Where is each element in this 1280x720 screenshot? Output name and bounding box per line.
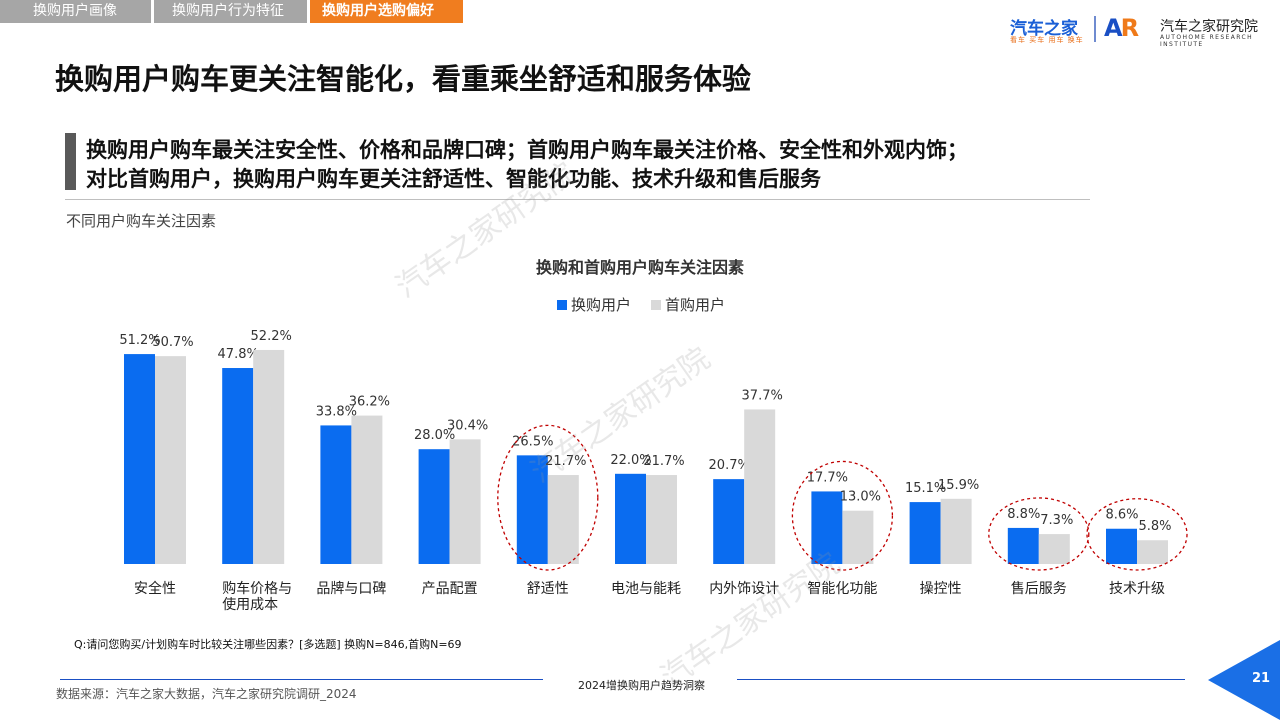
bar: [124, 354, 155, 564]
data-label: 21.7%: [643, 454, 684, 469]
bar: [646, 475, 677, 564]
category-label: 产品配置: [422, 581, 478, 597]
data-label: 36.2%: [349, 395, 390, 410]
data-label: 20.7%: [709, 458, 750, 473]
key-findings: 换购用户购车最关注安全性、价格和品牌口碑；首购用户购车最关注价格、安全性和外观内…: [86, 136, 968, 194]
bar: [320, 425, 352, 564]
tab-user-profile[interactable]: 换购用户画像: [0, 0, 151, 23]
subtitle-accent-bar: [65, 133, 76, 190]
bar: [253, 349, 285, 564]
bar: [516, 455, 548, 564]
data-source: 数据来源：汽车之家大数据，汽车之家研究院调研_2024: [56, 687, 357, 701]
section-label: 不同用户购车关注因素: [66, 212, 217, 230]
category-label: 内外饰设计: [709, 581, 779, 597]
category-label: 技术升级: [1109, 581, 1165, 597]
data-label: 52.2%: [251, 329, 292, 344]
subtitle-divider: [65, 199, 1090, 200]
data-label: 30.4%: [447, 418, 488, 433]
footer-line-right: [737, 679, 1185, 680]
bar: [547, 475, 579, 564]
bar: [842, 510, 874, 564]
legend-swatch: [557, 300, 567, 310]
key-finding-line-2: 对比首购用户，换购用户购车更关注舒适性、智能化功能、技术升级和售后服务: [86, 167, 821, 191]
page-number: 21: [1252, 671, 1271, 686]
bar: [1007, 527, 1039, 564]
data-label: 28.0%: [414, 428, 455, 443]
bar: [449, 439, 481, 564]
highlight-circle: [791, 460, 894, 571]
bar: [1038, 534, 1070, 564]
legend-label: 换购用户: [571, 296, 631, 314]
institute-name: 汽车之家研究院: [1160, 19, 1258, 35]
data-label: 33.8%: [316, 404, 357, 419]
category-label: 舒适性: [527, 581, 569, 597]
data-label: 8.8%: [1007, 507, 1040, 522]
category-label: 安全性: [134, 580, 176, 597]
category-label: 智能化功能: [807, 581, 877, 597]
ar-logo-icon: AR: [1104, 14, 1139, 42]
bar: [1106, 528, 1137, 564]
bar: [1137, 540, 1168, 564]
bar: [615, 473, 646, 564]
autohome-logo-slogan: 看车 买车 用车 换车: [1010, 36, 1084, 44]
highlight-circle: [497, 424, 599, 571]
footer-line-left: [60, 679, 543, 680]
legend-swatch: [651, 300, 661, 310]
data-label: 51.2%: [119, 333, 160, 348]
highlight-circles: [497, 424, 1188, 571]
category-label: 品牌与口碑: [316, 580, 386, 597]
chart-bars: 51.2%50.7% 47.8% 52.2% 33.8%36.2% 28.0%30.4%…: [119, 329, 1172, 564]
tab-behavior-features[interactable]: 换购用户行为特征: [154, 0, 307, 23]
bar: [222, 368, 254, 564]
bar: [713, 479, 745, 564]
data-label: 22.0%: [610, 453, 651, 468]
legend-label: 首购用户: [665, 296, 725, 314]
category-label: 操控性: [920, 581, 962, 597]
bar: [351, 415, 383, 564]
data-label: 13.0%: [840, 490, 881, 505]
data-label: 17.7%: [807, 470, 848, 485]
autohome-logo-text: 汽车之家: [1010, 19, 1078, 39]
chart-title: 换购和首购用户购车关注因素: [536, 258, 744, 277]
tab-purchase-preference[interactable]: 换购用户选购偏好: [310, 0, 463, 23]
section-tabs: 换购用户画像 换购用户行为特征 换购用户选购偏好: [0, 0, 466, 23]
category-label: 售后服务: [1011, 581, 1067, 597]
category-label: 购车价格与: [222, 580, 292, 597]
data-label: 21.7%: [545, 454, 586, 469]
category-label: 电池与能耗: [611, 581, 681, 597]
data-label: 50.7%: [152, 335, 193, 350]
chart-legend: 换购用户 首购用户: [557, 296, 725, 314]
data-label: 47.8%: [218, 347, 259, 362]
bar: [811, 491, 843, 564]
bar: [418, 449, 450, 564]
institute-english-name: AUTOHOME RESEARCH INSTITUTE: [1160, 34, 1254, 48]
data-label: 7.3%: [1040, 513, 1073, 528]
key-finding-line-1: 换购用户购车最关注安全性、价格和品牌口碑；首购用户购车最关注价格、安全性和外观内…: [86, 138, 968, 162]
category-label: 使用成本: [222, 596, 278, 613]
page-number-badge: [1208, 640, 1280, 720]
data-label: 15.1%: [905, 481, 946, 496]
data-label: 26.5%: [512, 434, 553, 449]
data-label: 15.9%: [938, 478, 979, 493]
bar: [155, 356, 186, 564]
bar: [909, 502, 941, 564]
report-name: 2024增换购用户趋势洞察: [578, 679, 705, 692]
page-title: 换购用户购车更关注智能化，看重乘坐舒适和服务体验: [55, 62, 752, 96]
data-label: 37.7%: [742, 388, 783, 403]
bar: [940, 498, 972, 564]
survey-question: Q:请问您购买/计划购车时比较关注哪些因素？[多选题] 换购N=846,首购N=…: [74, 638, 462, 651]
data-label: 5.8%: [1138, 519, 1171, 534]
logo-divider: [1094, 16, 1096, 42]
data-label: 8.6%: [1105, 508, 1138, 523]
highlight-circle: [988, 497, 1090, 571]
bar: [744, 409, 776, 564]
highlight-circle: [1086, 498, 1188, 571]
